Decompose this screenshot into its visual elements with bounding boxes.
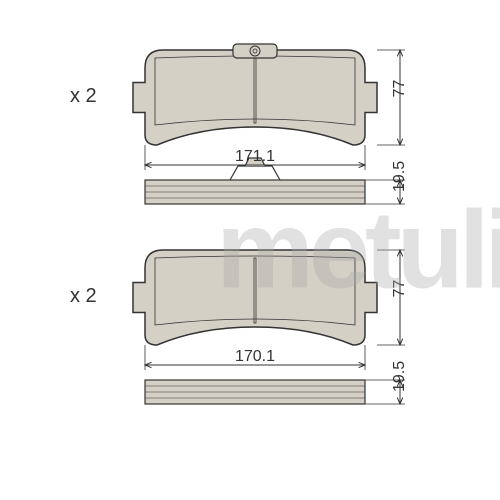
technical-drawing: 171.1 77 19.5 170.1 77 19.5 bbox=[0, 0, 500, 500]
svg-text:77: 77 bbox=[391, 80, 408, 98]
quantity-label-2: x 2 bbox=[70, 285, 97, 308]
quantity-label-1: x 2 bbox=[70, 85, 97, 108]
svg-text:77: 77 bbox=[391, 280, 408, 298]
svg-text:19.5: 19.5 bbox=[391, 361, 408, 392]
svg-text:171.1: 171.1 bbox=[235, 148, 275, 165]
svg-text:170.1: 170.1 bbox=[235, 348, 275, 365]
svg-text:19.5: 19.5 bbox=[391, 161, 408, 192]
